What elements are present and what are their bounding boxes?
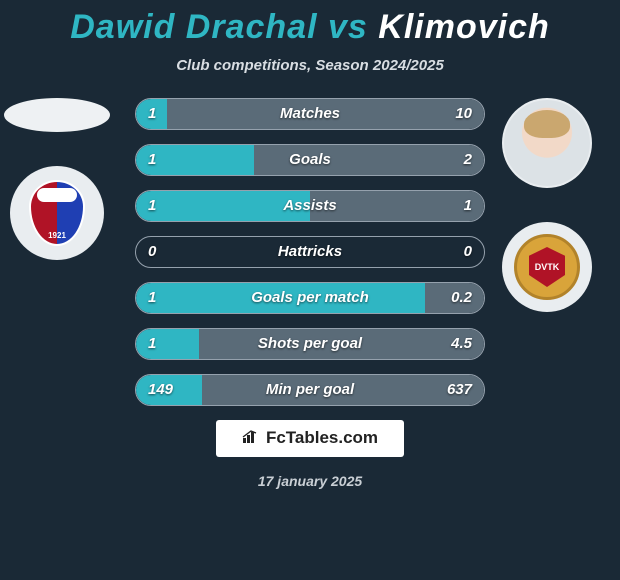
stat-label: Min per goal — [136, 375, 484, 405]
stat-label: Matches — [136, 99, 484, 129]
left-side-panel — [10, 98, 110, 294]
brand-text: FcTables.com — [266, 428, 378, 447]
chart-icon — [242, 429, 260, 449]
dvtk-text: DVTK — [529, 247, 565, 287]
player2-name: Klimovich — [378, 8, 549, 46]
date-text: 17 january 2025 — [0, 473, 620, 489]
brand-box: FcTables.com — [216, 420, 404, 457]
comparison-title: Dawid Drachal vs Klimovich — [0, 0, 620, 47]
stat-bar: 00Hattricks — [135, 236, 485, 268]
stat-bar: 14.5Shots per goal — [135, 328, 485, 360]
stat-label: Goals per match — [136, 283, 484, 313]
vs-text: vs — [328, 8, 368, 46]
player1-name: Dawid Drachal — [70, 8, 317, 46]
player2-club-badge: DVTK — [502, 222, 592, 312]
player2-avatar — [502, 98, 592, 188]
stat-bar: 11Assists — [135, 190, 485, 222]
right-side-panel: DVTK — [502, 98, 602, 346]
rakow-crest-icon — [29, 180, 85, 246]
stat-label: Assists — [136, 191, 484, 221]
player1-club-badge — [10, 166, 104, 260]
subtitle: Club competitions, Season 2024/2025 — [0, 57, 620, 74]
stat-bars-container: 110Matches 12Goals 11Assists 00Hattricks 10.… — [135, 98, 485, 406]
dvtk-crest-icon: DVTK — [514, 234, 580, 300]
stat-bar: 10.2Goals per match — [135, 282, 485, 314]
stat-label: Shots per goal — [136, 329, 484, 359]
stat-bar: 110Matches — [135, 98, 485, 130]
face-icon — [504, 100, 590, 186]
stat-label: Goals — [136, 145, 484, 175]
comparison-stage: DVTK 110Matches 12Goals 11Assists 00Hattric… — [0, 98, 620, 406]
stat-bar: 149637Min per goal — [135, 374, 485, 406]
stat-label: Hattricks — [136, 237, 484, 267]
footer: FcTables.com — [0, 420, 620, 457]
player1-avatar — [4, 98, 110, 132]
stat-bar: 12Goals — [135, 144, 485, 176]
